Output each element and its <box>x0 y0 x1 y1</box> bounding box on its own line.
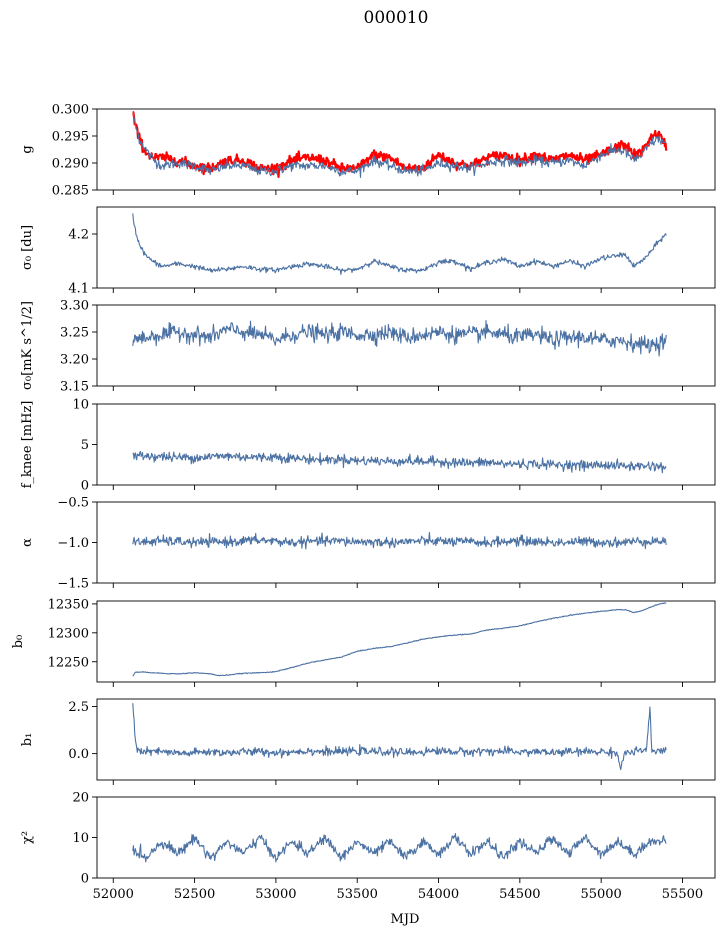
y-tick-label: 5 <box>81 438 89 453</box>
x-tick-label: 55000 <box>580 887 621 902</box>
x-tick-label: 54500 <box>499 887 540 902</box>
x-axis-label: MJD <box>391 912 420 927</box>
axes-frame <box>96 304 716 387</box>
series-line <box>132 602 667 677</box>
axes-frame <box>96 600 716 683</box>
axes-frame <box>96 403 716 486</box>
subplot-8: 20 10 0 52000 52500 53000 53500 54000 54500 55000… <box>20 791 716 902</box>
x-tick-label: 53000 <box>255 887 296 902</box>
y-axis-label: σ₀[mK s^1/2] <box>20 301 35 390</box>
x-tick-label: 52000 <box>93 887 134 902</box>
y-axis-label: b₀ <box>11 635 26 649</box>
y-tick-label: 0.300 <box>52 103 89 118</box>
y-tick-label: 4.1 <box>68 282 89 297</box>
y-axis-label: α <box>20 538 35 547</box>
subplot-4: 10 5 0 f_knee [mHz] <box>20 398 716 494</box>
y-tick-label: 4.2 <box>68 228 89 243</box>
y-tick-label: 0 <box>81 479 89 494</box>
y-tick-label: 20 <box>72 791 89 806</box>
axes-frame <box>96 698 716 781</box>
axes-frame <box>96 108 716 191</box>
y-tick-label: −1.0 <box>57 536 89 551</box>
series-line <box>132 112 667 178</box>
x-tick-label: 55500 <box>662 887 703 902</box>
y-axis-label: f_knee [mHz] <box>20 401 35 489</box>
series-line <box>132 320 667 357</box>
series-line <box>132 451 667 474</box>
x-tick-label: 52500 <box>174 887 215 902</box>
series-line <box>132 833 667 863</box>
figure-title: 000010 <box>364 8 429 28</box>
y-tick-label: 3.30 <box>60 299 89 314</box>
y-tick-label: 3.20 <box>60 353 89 368</box>
y-tick-label: 0 <box>81 872 89 887</box>
y-tick-label: 10 <box>72 398 89 413</box>
series-line <box>132 531 667 550</box>
y-tick-label: 12250 <box>48 655 89 670</box>
y-axis-label: g <box>20 145 35 153</box>
series-line <box>132 213 667 275</box>
subplot-3: 3.30 3.25 3.20 3.15 σ₀[mK s^1/2] <box>20 299 716 395</box>
y-tick-label: 2.5 <box>68 700 89 715</box>
subplot-1: 0.300 0.295 0.290 0.285 g <box>20 103 716 199</box>
y-tick-label: −1.5 <box>57 577 89 592</box>
y-tick-label: 0.0 <box>68 747 89 762</box>
y-tick-label: 0.295 <box>52 130 89 145</box>
y-tick-label: 0.290 <box>52 157 89 172</box>
axes-frame <box>96 206 716 289</box>
x-tick-label: 53500 <box>337 887 378 902</box>
y-tick-label: 3.15 <box>60 380 89 395</box>
y-tick-label: 0.285 <box>52 184 89 199</box>
subplot-6: 12350 12300 12250 b₀ <box>11 597 716 687</box>
y-axis-label: b₁ <box>20 733 35 747</box>
subplot-2: 4.2 4.1 σ₀ [du] <box>20 206 716 297</box>
subplot-5: −0.5 −1.0 −1.5 α <box>20 496 716 592</box>
y-tick-label: 10 <box>72 831 89 846</box>
y-tick-label: −0.5 <box>57 496 89 511</box>
subplot-7: 2.5 0.0 b₁ <box>20 698 716 785</box>
y-axis-label: σ₀ [du] <box>20 225 35 270</box>
y-tick-label: 3.25 <box>60 326 89 341</box>
series-line <box>132 703 667 771</box>
y-tick-label: 12300 <box>48 626 89 641</box>
y-tick-label: 12350 <box>48 597 89 612</box>
axes-frame <box>96 796 716 879</box>
y-axis-label: χ² <box>20 831 35 844</box>
x-tick-label: 54000 <box>418 887 459 902</box>
